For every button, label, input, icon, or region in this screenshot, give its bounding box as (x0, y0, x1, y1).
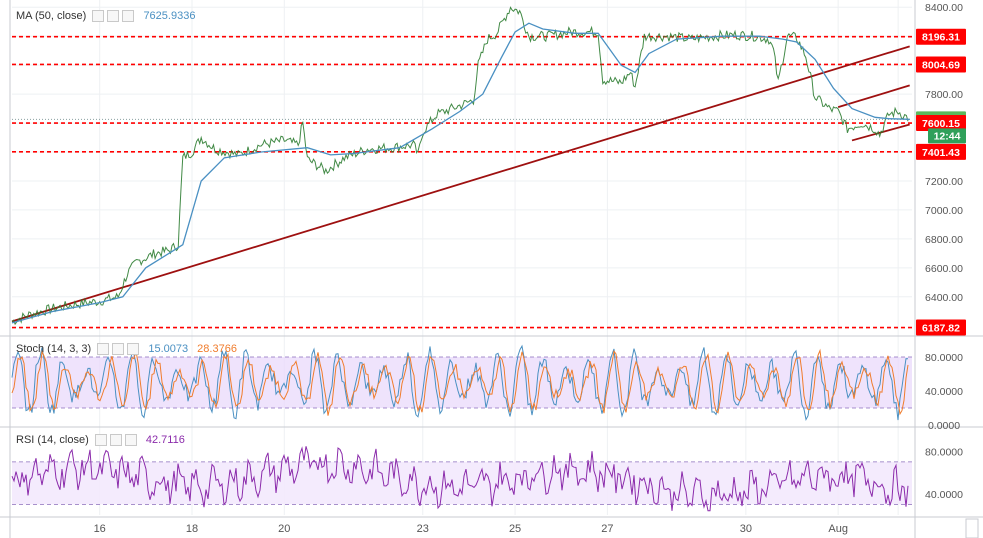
y-tick-label: 6800.00 (925, 234, 963, 246)
x-tick-label: 16 (94, 523, 106, 535)
countdown-badge (928, 128, 966, 144)
settings-icon[interactable] (112, 343, 125, 356)
rsi-y-tick-label: 40.0000 (925, 489, 963, 501)
y-tick-label: 7000.00 (925, 205, 963, 217)
close-icon[interactable] (127, 343, 140, 356)
eye-icon[interactable] (92, 10, 105, 23)
stoch-k-series (11, 344, 909, 421)
level-label: 8196.31 (922, 32, 960, 44)
close-icon[interactable] (124, 434, 137, 447)
x-tick-label: 23 (417, 523, 429, 535)
scale-toggle (965, 518, 979, 538)
ma-series (11, 22, 910, 324)
price-series (11, 6, 909, 326)
rsi-y-tick-label: 80.0000 (925, 446, 963, 458)
eye-icon[interactable] (94, 434, 107, 447)
x-tick-label: 30 (740, 523, 752, 535)
ma-legend: MA (50, close) 7625.9336 (16, 10, 196, 23)
eye-icon[interactable] (97, 343, 110, 356)
settings-icon[interactable] (109, 434, 122, 447)
y-tick-label: 6600.00 (925, 263, 963, 275)
stoch-d-value: 28.3766 (197, 343, 237, 355)
rsi-band (12, 461, 912, 505)
level-label: 7600.15 (922, 118, 960, 130)
y-tick-label: 8400.00 (925, 2, 963, 14)
stoch-k-value: 15.0073 (148, 343, 189, 355)
trendline[interactable] (11, 45, 910, 323)
ma-legend-label: MA (50, close) (16, 10, 87, 22)
close-icon[interactable] (122, 10, 135, 23)
stoch-legend-label: Stoch (14, 3, 3) (16, 343, 92, 355)
x-tick-label: 25 (509, 523, 521, 535)
stoch-y-tick-label: 0.0000 (928, 420, 960, 432)
trendlines[interactable] (11, 45, 910, 323)
rsi-legend-label: RSI (14, close) (16, 434, 89, 446)
level-badge (916, 319, 966, 336)
x-tick-label: 27 (601, 523, 613, 535)
level-badge (916, 143, 966, 160)
stoch-y-tick-label: 80.0000 (925, 352, 963, 364)
level-badge (916, 28, 966, 45)
level-label: 8004.69 (922, 59, 960, 71)
stoch-d-series (11, 348, 909, 416)
stoch-legend: Stoch (14, 3, 3) 15.0073 28.3766 (16, 343, 237, 356)
countdown-label: 12:44 (934, 130, 961, 142)
x-tick-label: 20 (278, 523, 290, 535)
rsi-value: 42.7116 (145, 434, 185, 446)
ma-legend-value: 7625.9336 (143, 10, 196, 22)
level-badge (916, 56, 966, 73)
trendline[interactable] (837, 84, 910, 109)
level-label: 6187.82 (922, 323, 960, 335)
y-tick-label: 7200.00 (925, 176, 963, 188)
y-tick-label: 7800.00 (925, 89, 963, 101)
rsi-legend: RSI (14, close) 42.7116 (16, 434, 185, 447)
level-badge (916, 115, 966, 132)
settings-icon[interactable] (107, 10, 120, 23)
x-tick-label: Aug (828, 523, 848, 535)
x-tick-label: 18 (186, 523, 198, 535)
level-label: 7401.43 (922, 147, 960, 159)
rsi-series (11, 446, 909, 512)
series (11, 6, 910, 512)
stoch-y-tick-label: 40.0000 (925, 386, 963, 398)
price-levels (12, 35, 912, 329)
y-tick-label: 6400.00 (925, 292, 963, 304)
